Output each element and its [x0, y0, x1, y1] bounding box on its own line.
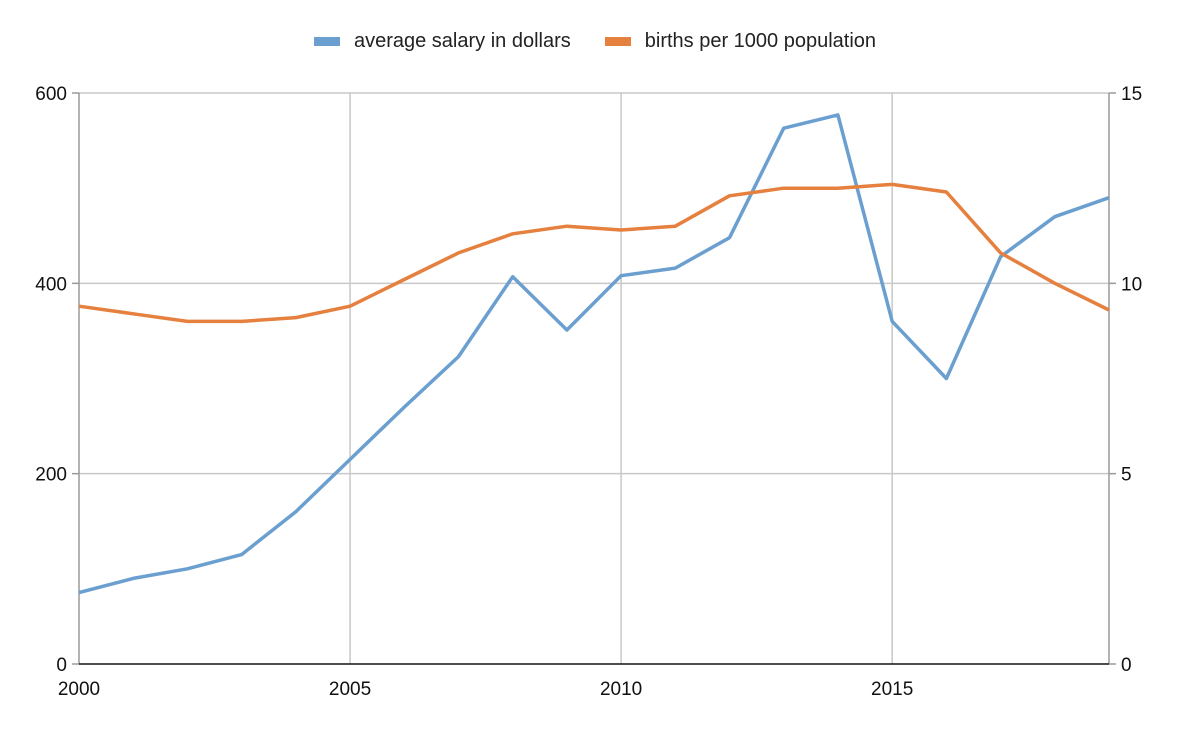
legend-label-salary: average salary in dollars — [353, 30, 571, 52]
legend-swatch-births — [604, 37, 631, 46]
y-right-tick-label: 5 — [1121, 465, 1132, 486]
x-tick-label: 2010 — [600, 679, 642, 700]
x-tick-label: 2000 — [58, 679, 100, 700]
legend-item-salary: average salary in dollars — [313, 30, 571, 53]
series-line-births — [78, 182, 1110, 324]
legend: average salary in dollars births per 100… — [0, 30, 1190, 53]
legend-label-births: births per 1000 population — [644, 30, 877, 52]
y-left-tick-label: 400 — [35, 274, 67, 295]
y-left-tick-label: 200 — [35, 465, 67, 486]
y-left-tick-label: 0 — [56, 655, 67, 676]
series-line-salary — [78, 113, 1110, 595]
x-tick-label: 2015 — [871, 679, 913, 700]
x-tick-label: 2005 — [329, 679, 371, 700]
legend-swatch-salary — [313, 37, 340, 46]
y-right-tick-label: 0 — [1121, 655, 1132, 676]
y-right-tick-label: 15 — [1121, 84, 1142, 105]
y-right-tick-label: 10 — [1121, 274, 1142, 295]
legend-item-births: births per 1000 population — [604, 30, 877, 53]
y-left-tick-label: 600 — [35, 84, 67, 105]
